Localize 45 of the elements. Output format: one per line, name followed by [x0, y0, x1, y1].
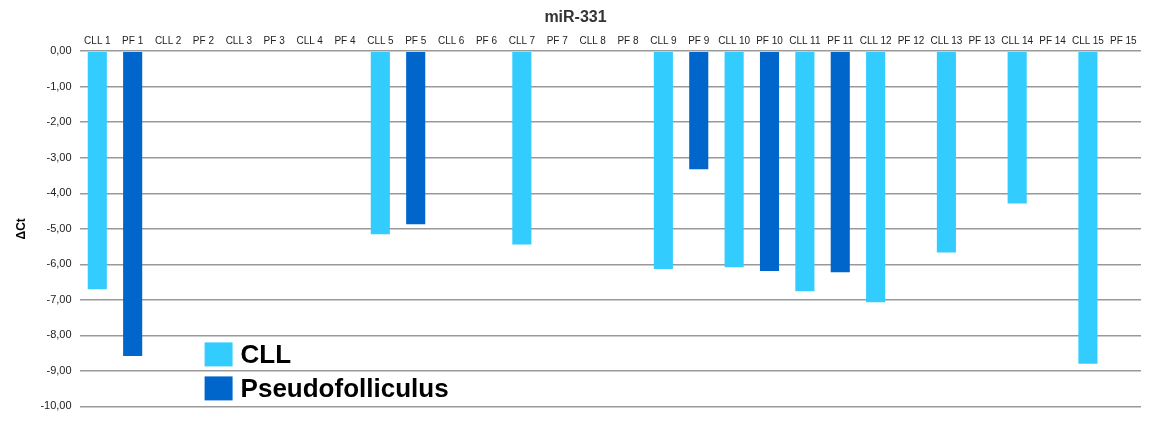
- legend-label: Pseudofolliculus: [240, 372, 449, 403]
- y-tick-label: -7,00: [46, 292, 72, 305]
- x-tick-label: CLL 4: [296, 34, 324, 46]
- x-tick-label: CLL 10: [718, 34, 751, 46]
- x-tick-label: PF 3: [263, 34, 286, 46]
- x-tick-label: CLL 3: [225, 34, 253, 46]
- x-tick-label: CLL 11: [789, 34, 821, 46]
- x-tick-label: CLL 12: [859, 34, 893, 46]
- y-tick-label: -5,00: [46, 221, 72, 234]
- x-tick-label: CLL 5: [367, 34, 394, 46]
- y-tick-label: -1,00: [46, 79, 72, 92]
- x-tick-label: CLL 6: [437, 34, 465, 46]
- y-axis-title: ΔCt: [13, 218, 28, 240]
- y-tick-label: -2,00: [46, 115, 72, 128]
- x-tick-label: CLL 9: [650, 34, 677, 46]
- y-tick-label: -6,00: [46, 257, 72, 270]
- x-tick-label: PF 6: [475, 34, 498, 46]
- y-tick-label: -10,00: [40, 399, 72, 412]
- x-tick-label: PF 15: [1109, 34, 1138, 46]
- y-tick-label: -9,00: [46, 363, 72, 376]
- x-tick-label: CLL 1: [84, 34, 111, 46]
- x-tick-label: PF 11: [827, 34, 854, 46]
- chart-title: miR-331: [544, 8, 607, 26]
- x-tick-label: PF 4: [334, 34, 356, 46]
- x-tick-label: PF 5: [405, 34, 427, 46]
- x-tick-label: CLL 8: [579, 34, 607, 46]
- x-tick-label: PF 2: [192, 34, 215, 46]
- x-tick-label: PF 14: [1039, 34, 1067, 46]
- x-tick-label: CLL 13: [930, 34, 963, 46]
- y-tick-label: -4,00: [46, 186, 72, 199]
- y-tick-label: -8,00: [46, 328, 72, 341]
- x-tick-label: PF 7: [546, 34, 569, 46]
- legend-label: CLL: [240, 338, 292, 369]
- x-tick-label: PF 10: [756, 34, 784, 46]
- x-tick-label: CLL 14: [1001, 34, 1034, 46]
- x-tick-label: PF 1: [122, 34, 144, 46]
- y-tick-label: 0,00: [50, 44, 72, 57]
- x-tick-label: PF 12: [897, 34, 925, 46]
- y-tick-label: -3,00: [46, 150, 72, 163]
- x-tick-label: PF 8: [617, 34, 639, 46]
- x-tick-label: CLL 7: [508, 34, 536, 46]
- x-tick-label: PF 13: [968, 34, 996, 46]
- x-tick-label: CLL 2: [154, 34, 182, 46]
- x-tick-label: PF 9: [688, 34, 710, 46]
- x-tick-label: CLL 15: [1071, 34, 1105, 46]
